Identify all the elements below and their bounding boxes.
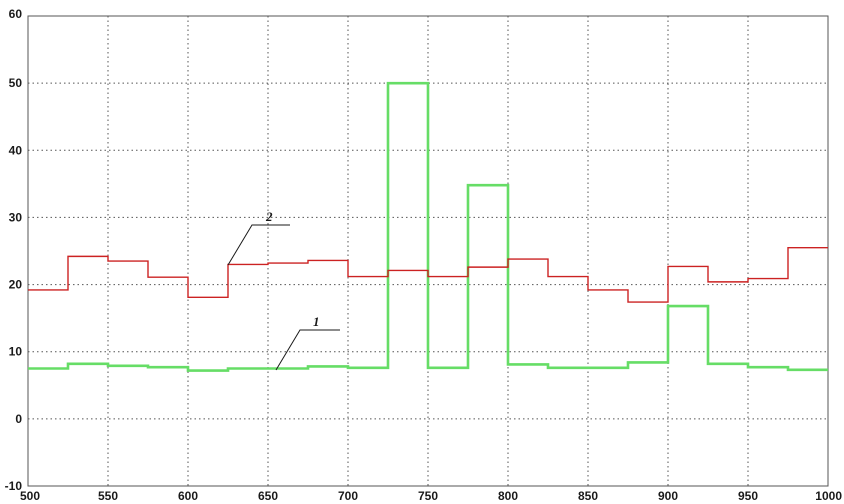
annotation-leader — [227, 224, 290, 266]
x-axis-ticks: 500 550 600 650 700 750 800 850 900 950 1000 — [20, 489, 842, 503]
plot-frame — [27, 15, 829, 487]
y-tick-label: 50 — [9, 76, 23, 90]
y-tick-label: 30 — [9, 210, 23, 224]
y-tick-label: -10 — [5, 479, 23, 493]
x-tick-label: 1000 — [815, 489, 842, 503]
series-layer — [28, 81, 828, 372]
y-axis-ticks: -10 0 10 20 30 40 50 60 — [5, 7, 23, 493]
y-tick-label: 20 — [9, 278, 23, 292]
y-tick-label: 40 — [9, 143, 23, 157]
grid-lines — [28, 16, 828, 486]
annotation-label: 1 — [313, 314, 320, 329]
y-tick-label: 0 — [15, 412, 22, 426]
annotation-label: 2 — [265, 209, 273, 224]
x-tick-label: 950 — [738, 489, 758, 503]
x-tick-label: 900 — [658, 489, 678, 503]
x-tick-label: 800 — [498, 489, 518, 503]
x-tick-label: 600 — [178, 489, 198, 503]
x-tick-label: 850 — [578, 489, 598, 503]
y-tick-label: 60 — [9, 7, 23, 21]
series-line-s2 — [28, 246, 828, 303]
series-line-s1 — [28, 81, 828, 372]
x-tick-label: 750 — [418, 489, 438, 503]
x-tick-label: 650 — [258, 489, 278, 503]
y-tick-label: 10 — [9, 345, 23, 359]
annotation-leader — [275, 329, 340, 371]
x-tick-label: 500 — [20, 489, 40, 503]
x-tick-label: 550 — [98, 489, 118, 503]
annotation-layer: 12 — [227, 209, 340, 371]
x-tick-label: 700 — [338, 489, 358, 503]
